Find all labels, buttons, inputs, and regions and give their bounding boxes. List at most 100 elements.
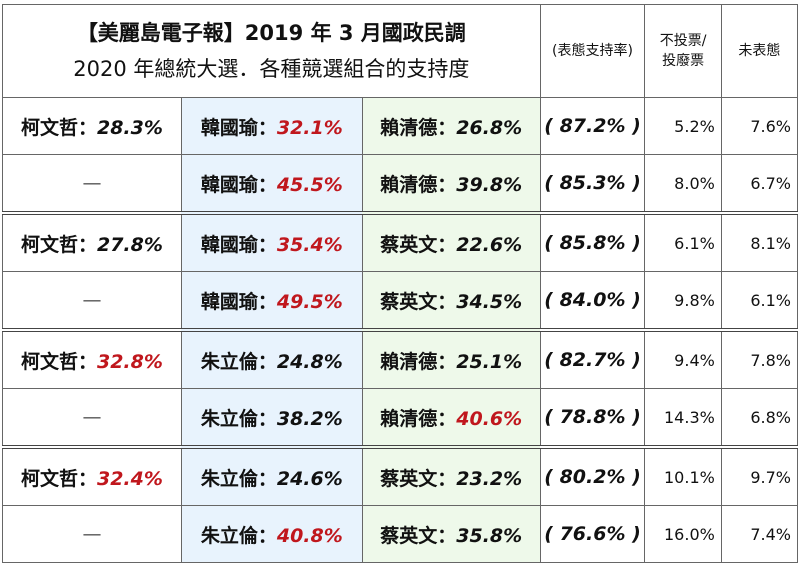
candidate-name: 韓國瑜：	[200, 116, 277, 139]
table-row: 柯文哲：28.3% 韓國瑜：32.1% 賴清德：26.8%( 87.2% ) 5.2%…	[2, 97, 799, 155]
candidate-name: 韓國瑜：	[200, 290, 277, 313]
candidate-percent: 40.6%	[456, 407, 523, 430]
novote-rate: 6.1%	[644, 211, 722, 272]
undecided-rate: 6.7%	[720, 154, 799, 214]
novote-rate: 14.3%	[644, 388, 722, 448]
candidate-cell: 柯文哲：27.8%	[2, 211, 182, 272]
candidate-name: 柯文哲：	[20, 350, 97, 373]
candidate-cell: 賴清德：39.8%	[361, 154, 541, 214]
candidate-name: 蔡英文：	[380, 290, 457, 313]
novote-rate: 9.4%	[644, 328, 722, 389]
candidate-name: 朱立倫：	[200, 467, 277, 490]
candidate-cell: —	[2, 154, 182, 214]
support-rate: ( 80.2% )	[539, 445, 646, 506]
candidate-cell: 蔡英文：34.5%	[361, 271, 541, 331]
candidate-percent: 32.4%	[96, 467, 163, 490]
undecided-rate: 7.4%	[720, 505, 799, 563]
support-rate: ( 76.6% )	[539, 505, 646, 563]
novote-rate: 16.0%	[644, 505, 722, 563]
title-line-1: 【美麗島電子報】2019 年 3 月國政民調	[76, 21, 466, 45]
support-rate: ( 84.0% )	[539, 271, 646, 331]
candidate-percent: 35.4%	[276, 233, 343, 256]
support-rate: ( 85.8% )	[539, 211, 646, 272]
support-rate: ( 78.8% )	[539, 388, 646, 448]
candidate-cell: 朱立倫：24.8%	[180, 328, 363, 389]
candidate-percent: 25.1%	[456, 350, 523, 373]
candidate-percent: 49.5%	[276, 290, 343, 313]
empty-dash: —	[82, 289, 102, 311]
table-row: — 朱立倫：38.2% 賴清德：40.6%( 78.8% ) 14.3% 6.8%	[2, 388, 799, 448]
candidate-cell: 蔡英文：23.2%	[361, 445, 541, 506]
candidate-percent: 39.8%	[456, 173, 523, 196]
candidate-name: 柯文哲：	[20, 116, 97, 139]
support-rate: ( 82.7% )	[539, 328, 646, 389]
title-line-2: 2020 年總統大選．各種競選組合的支持度	[73, 57, 470, 81]
candidate-cell: 柯文哲：28.3%	[2, 97, 182, 155]
table-title: 【美麗島電子報】2019 年 3 月國政民調 2020 年總統大選．各種競選組合…	[2, 4, 541, 98]
candidate-cell: 柯文哲：32.8%	[2, 328, 182, 389]
undecided-rate: 7.6%	[720, 97, 799, 155]
support-rate: ( 87.2% )	[539, 97, 646, 155]
undecided-rate: 9.7%	[720, 445, 799, 506]
candidate-cell: 朱立倫：38.2%	[180, 388, 363, 448]
candidate-percent: 26.8%	[456, 116, 523, 139]
candidate-cell: 蔡英文：35.8%	[361, 505, 541, 563]
candidate-name: 朱立倫：	[200, 350, 277, 373]
candidate-percent: 28.3%	[96, 116, 163, 139]
candidate-cell: 賴清德：26.8%	[361, 97, 541, 155]
table-row: — 朱立倫：40.8% 蔡英文：35.8%( 76.6% ) 16.0% 7.4%	[2, 505, 799, 563]
empty-dash: —	[82, 406, 102, 428]
candidate-cell: 朱立倫：40.8%	[180, 505, 363, 563]
candidate-name: 蔡英文：	[380, 524, 457, 547]
table-row: 柯文哲：32.8% 朱立倫：24.8% 賴清德：25.1%( 82.7% ) 9.4%…	[2, 328, 799, 389]
candidate-cell: 蔡英文：22.6%	[361, 211, 541, 272]
novote-rate: 5.2%	[644, 97, 722, 155]
candidate-name: 朱立倫：	[200, 407, 277, 430]
candidate-cell: —	[2, 271, 182, 331]
candidate-percent: 23.2%	[456, 467, 523, 490]
candidate-name: 柯文哲：	[20, 467, 97, 490]
candidate-percent: 32.8%	[96, 350, 163, 373]
candidate-percent: 24.8%	[276, 350, 343, 373]
undecided-rate: 7.8%	[720, 328, 799, 389]
candidate-cell: —	[2, 388, 182, 448]
candidate-percent: 45.5%	[276, 173, 343, 196]
candidate-name: 賴清德：	[380, 407, 457, 430]
header-row: 【美麗島電子報】2019 年 3 月國政民調 2020 年總統大選．各種競選組合…	[2, 4, 799, 98]
candidate-cell: 韓國瑜：35.4%	[180, 211, 363, 272]
candidate-cell: 韓國瑜：32.1%	[180, 97, 363, 155]
table-row: 柯文哲：32.4% 朱立倫：24.6% 蔡英文：23.2%( 80.2% ) 10.1…	[2, 445, 799, 506]
undecided-rate: 8.1%	[720, 211, 799, 272]
header-support: (表態支持率)	[539, 4, 646, 98]
candidate-name: 韓國瑜：	[200, 233, 277, 256]
candidate-percent: 35.8%	[456, 524, 523, 547]
candidate-name: 蔡英文：	[380, 233, 457, 256]
candidate-name: 柯文哲：	[20, 233, 97, 256]
undecided-rate: 6.1%	[720, 271, 799, 331]
candidate-name: 賴清德：	[380, 173, 457, 196]
novote-rate: 10.1%	[644, 445, 722, 506]
candidate-cell: 賴清德：40.6%	[361, 388, 541, 448]
candidate-cell: —	[2, 505, 182, 563]
candidate-name: 賴清德：	[380, 350, 457, 373]
candidate-name: 賴清德：	[380, 116, 457, 139]
candidate-percent: 27.8%	[96, 233, 163, 256]
candidate-cell: 韓國瑜：49.5%	[180, 271, 363, 331]
header-novote: 不投票/ 投廢票	[644, 4, 722, 98]
candidate-percent: 38.2%	[276, 407, 343, 430]
novote-rate: 9.8%	[644, 271, 722, 331]
undecided-rate: 6.8%	[720, 388, 799, 448]
table-row: 柯文哲：27.8% 韓國瑜：35.4% 蔡英文：22.6%( 85.8% ) 6.1%…	[2, 211, 799, 272]
candidate-cell: 韓國瑜：45.5%	[180, 154, 363, 214]
table-row: — 韓國瑜：49.5% 蔡英文：34.5%( 84.0% ) 9.8% 6.1%	[2, 271, 799, 331]
poll-table: 【美麗島電子報】2019 年 3 月國政民調 2020 年總統大選．各種競選組合…	[2, 4, 799, 563]
candidate-name: 朱立倫：	[200, 524, 277, 547]
candidate-cell: 賴清德：25.1%	[361, 328, 541, 389]
empty-dash: —	[82, 172, 102, 194]
novote-rate: 8.0%	[644, 154, 722, 214]
table-row: — 韓國瑜：45.5% 賴清德：39.8%( 85.3% ) 8.0% 6.7%	[2, 154, 799, 214]
candidate-cell: 柯文哲：32.4%	[2, 445, 182, 506]
candidate-percent: 32.1%	[276, 116, 343, 139]
candidate-percent: 34.5%	[456, 290, 523, 313]
candidate-percent: 40.8%	[276, 524, 343, 547]
